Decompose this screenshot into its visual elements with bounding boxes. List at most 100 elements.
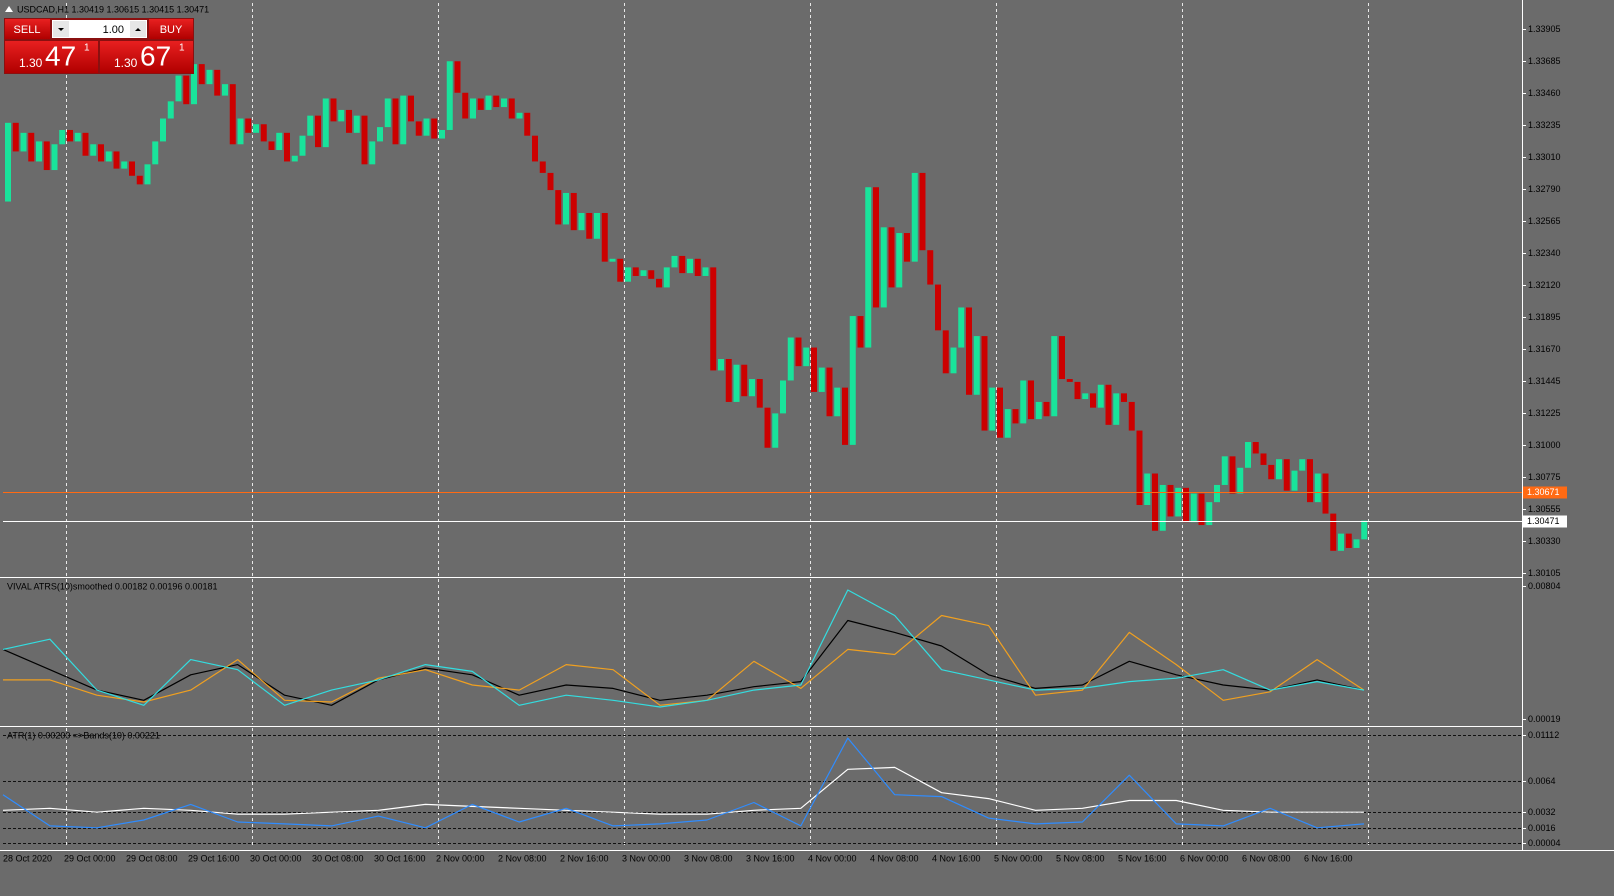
candle (826, 367, 833, 417)
candle (1175, 487, 1182, 517)
candle (1035, 401, 1042, 420)
candle (198, 64, 205, 85)
candle (904, 233, 910, 262)
candle (485, 95, 492, 110)
y-tick-label: 1.33235 (1528, 120, 1561, 130)
candle (167, 101, 174, 119)
candle (733, 364, 740, 402)
indicator-line (3, 614, 1365, 706)
candle (671, 255, 678, 268)
candle (384, 98, 391, 128)
candle (640, 270, 647, 276)
y-tick-label: 1.30105 (1528, 568, 1561, 578)
bid-box[interactable] (5, 41, 98, 73)
lot-field[interactable] (52, 20, 147, 38)
y-tick-label: 1.33010 (1528, 152, 1561, 162)
candle (718, 358, 724, 371)
y-tick-label: 1.31895 (1528, 312, 1561, 322)
candle (1299, 459, 1306, 471)
candle (942, 330, 949, 374)
candle (656, 278, 662, 288)
candle (423, 118, 430, 136)
candle (570, 192, 577, 231)
candle (175, 75, 182, 102)
y-tick-label: 0.00804 (1528, 581, 1561, 591)
candle (532, 135, 538, 162)
y-tick-label: 0.01112 (1528, 730, 1559, 740)
candle (361, 115, 368, 165)
y-tick-label: 0.00004 (1528, 838, 1561, 848)
time-label: 30 Oct 08:00 (312, 853, 364, 863)
y-tick-label: 1.32790 (1528, 184, 1561, 194)
candle (539, 161, 546, 173)
y-tick-label: 1.33905 (1528, 24, 1561, 34)
price-label: 1.30471 (1527, 516, 1560, 526)
candle (1307, 459, 1313, 503)
time-label: 29 Oct 00:00 (64, 853, 116, 863)
candle (710, 267, 717, 371)
candle (1066, 379, 1073, 382)
candle (1338, 533, 1344, 551)
candle (1291, 470, 1298, 491)
lot-increase-icon (135, 28, 141, 31)
candle (431, 118, 438, 139)
price-label-box (1523, 486, 1567, 499)
candle (377, 127, 383, 142)
ask-small: 1 (179, 43, 185, 54)
candle (1136, 430, 1143, 506)
candle (1214, 484, 1220, 503)
sell-button[interactable] (5, 19, 50, 39)
ask-box[interactable] (100, 41, 193, 73)
trade-panel: SELL 1.00 BUY 1.30 47 1 1.30 67 1 (4, 18, 194, 74)
candle (1097, 384, 1104, 408)
candle (935, 284, 941, 331)
time-label: 4 Nov 08:00 (870, 853, 919, 863)
candle (477, 98, 484, 110)
candle (857, 316, 864, 348)
y-tick-label: 1.30555 (1528, 504, 1561, 514)
candle (144, 164, 151, 185)
candle (966, 307, 972, 395)
candle (1268, 464, 1275, 480)
candle (284, 132, 290, 162)
candle (253, 124, 259, 133)
candle (501, 98, 507, 108)
candle (1113, 393, 1120, 425)
candle (307, 115, 314, 136)
candle (842, 387, 848, 445)
candle (59, 129, 66, 145)
candle (1152, 473, 1158, 531)
candle (1330, 513, 1337, 551)
buy-button[interactable] (149, 19, 193, 39)
indicator-title: VIVAL ATRS(10)smoothed 0.00182 0.00196 0… (7, 581, 217, 591)
buy-label: BUY (160, 24, 183, 36)
candle (28, 132, 35, 162)
y-tick-label: 1.31445 (1528, 376, 1561, 386)
candle (315, 115, 321, 148)
y-tick-label: 1.31000 (1528, 440, 1561, 450)
candle (679, 255, 686, 274)
candle (1322, 473, 1329, 514)
candle (260, 124, 267, 142)
candle (454, 61, 461, 93)
y-tick-label: 1.33685 (1528, 56, 1561, 66)
time-label: 29 Oct 16:00 (188, 853, 240, 863)
candle (98, 144, 104, 162)
time-label: 2 Nov 00:00 (436, 853, 485, 863)
candle (578, 212, 585, 231)
candle (741, 364, 748, 397)
candle (105, 151, 112, 162)
candle (1159, 484, 1166, 531)
candle (439, 129, 445, 139)
candle (594, 212, 600, 239)
candle (508, 98, 515, 119)
candle (1345, 533, 1352, 548)
collapse-icon[interactable] (5, 6, 13, 12)
candle (136, 175, 143, 185)
candle (113, 151, 120, 169)
y-tick-label: 1.31225 (1528, 408, 1561, 418)
bid-big: 47 (45, 40, 76, 71)
candle (1105, 384, 1112, 425)
candle (772, 413, 779, 448)
